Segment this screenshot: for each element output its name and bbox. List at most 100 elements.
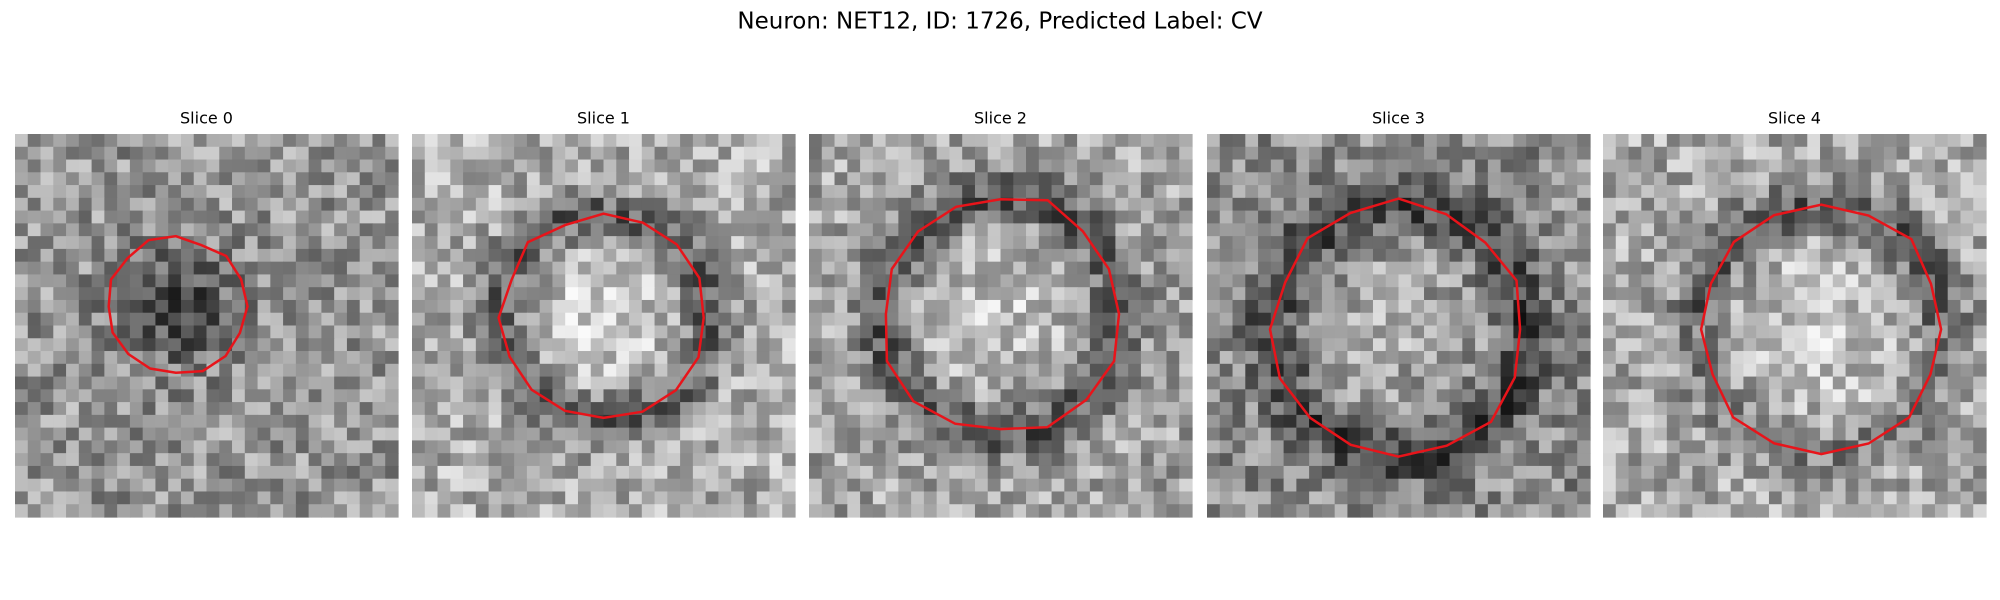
pixel bbox=[1666, 274, 1681, 288]
pixel bbox=[1115, 325, 1129, 339]
pixel bbox=[1947, 389, 1962, 403]
pixel bbox=[385, 274, 399, 288]
contour bbox=[107, 234, 249, 374]
pixel bbox=[565, 338, 579, 352]
pixel bbox=[743, 236, 758, 250]
pixel bbox=[769, 414, 783, 429]
pixel bbox=[1973, 325, 1987, 339]
pixel bbox=[412, 491, 426, 505]
pixel bbox=[1436, 427, 1451, 441]
pixel bbox=[680, 236, 694, 250]
pixel bbox=[949, 478, 963, 493]
pixel bbox=[1347, 287, 1361, 301]
pixel bbox=[1551, 299, 1566, 314]
pixel bbox=[437, 453, 451, 467]
pixel bbox=[1232, 504, 1246, 518]
pixel bbox=[603, 248, 617, 263]
pixel bbox=[616, 504, 630, 518]
pixel bbox=[590, 287, 605, 301]
pixel bbox=[616, 453, 630, 467]
pixel bbox=[1038, 504, 1053, 518]
pixel bbox=[885, 389, 899, 403]
pixel bbox=[129, 274, 144, 288]
pixel bbox=[501, 248, 515, 263]
pixel bbox=[1128, 465, 1142, 480]
pixel bbox=[782, 312, 796, 327]
pixel bbox=[475, 363, 490, 378]
pixel bbox=[1000, 299, 1014, 314]
pixel bbox=[424, 427, 439, 441]
pixel bbox=[1756, 312, 1770, 327]
pixel bbox=[1385, 172, 1400, 186]
pixel bbox=[104, 248, 118, 263]
pixel bbox=[385, 414, 399, 429]
pixel bbox=[1513, 504, 1527, 518]
pixel bbox=[1666, 465, 1681, 480]
pixel bbox=[66, 134, 80, 148]
pixel bbox=[949, 312, 963, 327]
pixel bbox=[1858, 172, 1872, 186]
pixel bbox=[1372, 478, 1387, 493]
pixel bbox=[1781, 197, 1796, 212]
pixel bbox=[847, 210, 861, 224]
pixel bbox=[1883, 440, 1898, 454]
pixel bbox=[1102, 223, 1116, 237]
pixel bbox=[1411, 389, 1425, 403]
pixel bbox=[155, 261, 169, 276]
pixel bbox=[78, 197, 93, 212]
pixel bbox=[641, 453, 656, 467]
pixel bbox=[1615, 312, 1630, 327]
pixel bbox=[705, 478, 719, 493]
pixel bbox=[270, 248, 284, 263]
pixel bbox=[1000, 491, 1014, 505]
pixel bbox=[1232, 338, 1246, 352]
pixel bbox=[117, 134, 131, 148]
pixel bbox=[385, 440, 399, 454]
pixel bbox=[463, 389, 477, 403]
pixel bbox=[1615, 465, 1630, 480]
pixel bbox=[1666, 427, 1681, 441]
pixel bbox=[346, 312, 361, 327]
pixel bbox=[475, 491, 490, 505]
pixel bbox=[1526, 402, 1540, 416]
pixel bbox=[1424, 159, 1438, 173]
pixel bbox=[1717, 134, 1732, 148]
pixel bbox=[526, 325, 541, 339]
pixel bbox=[1615, 287, 1630, 301]
pixel bbox=[412, 363, 426, 378]
pixel bbox=[270, 389, 284, 403]
pixel bbox=[1398, 465, 1412, 480]
pixel bbox=[847, 185, 861, 199]
pixel bbox=[860, 146, 874, 161]
pixel bbox=[1756, 261, 1770, 276]
pixel bbox=[1424, 402, 1438, 416]
pixel bbox=[1487, 453, 1502, 467]
pixel bbox=[1411, 325, 1425, 339]
pixel bbox=[1051, 491, 1065, 505]
pixel bbox=[1077, 210, 1091, 224]
pixel bbox=[1462, 504, 1476, 518]
pixel bbox=[1679, 185, 1693, 199]
pixel bbox=[27, 504, 42, 518]
pixel bbox=[1858, 159, 1872, 173]
pixel bbox=[769, 159, 783, 173]
pixel bbox=[1526, 376, 1540, 390]
pixel bbox=[667, 185, 681, 199]
pixel bbox=[283, 491, 297, 505]
pixel bbox=[705, 465, 719, 480]
pixel bbox=[1398, 299, 1412, 314]
pixel bbox=[1768, 376, 1783, 390]
pixel bbox=[756, 453, 771, 467]
pixel bbox=[1781, 312, 1796, 327]
pixel bbox=[1411, 185, 1425, 199]
pixel bbox=[1794, 261, 1808, 276]
pixel bbox=[334, 299, 348, 314]
pixel bbox=[78, 248, 93, 263]
pixel bbox=[1140, 491, 1155, 505]
pixel bbox=[756, 338, 771, 352]
pixel bbox=[1871, 236, 1885, 250]
pixel bbox=[974, 274, 989, 288]
pixel bbox=[1947, 287, 1962, 301]
pixel bbox=[1832, 274, 1847, 288]
pixel bbox=[1102, 299, 1116, 314]
